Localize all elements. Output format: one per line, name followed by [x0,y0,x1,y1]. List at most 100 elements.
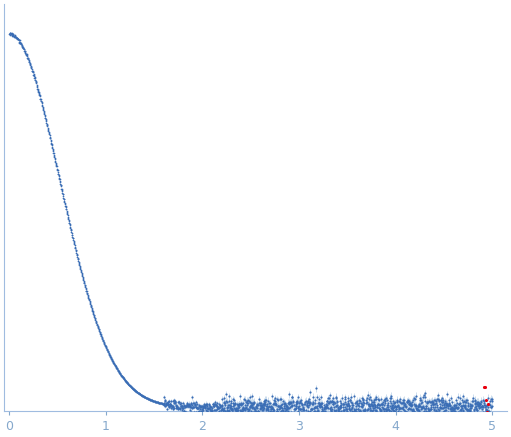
Point [484,410,493,417]
Point [6,30,14,37]
Point [109,358,117,365]
Point [444,409,452,416]
Point [285,400,293,407]
Point [220,395,228,402]
Point [253,401,261,408]
Point [346,399,355,406]
Point [18,43,27,50]
Point [137,392,146,399]
Point [279,406,287,413]
Point [374,409,382,416]
Point [453,409,461,416]
Point [55,173,63,180]
Point [167,402,175,409]
Point [256,405,264,412]
Point [144,395,152,402]
Point [315,395,323,402]
Point [159,400,168,407]
Point [69,238,78,245]
Point [187,409,195,416]
Point [208,400,217,407]
Point [47,140,55,147]
Point [287,394,295,401]
Point [221,416,229,423]
Point [453,409,461,416]
Point [461,401,469,408]
Point [337,399,345,406]
Point [115,369,124,376]
Point [106,352,114,359]
Point [189,403,197,410]
Point [428,399,436,406]
Point [6,30,14,37]
Point [107,354,115,361]
Point [206,407,215,414]
Point [352,411,360,418]
Point [208,407,216,414]
Point [288,413,296,420]
Point [14,35,22,42]
Point [119,375,127,382]
Point [403,399,411,406]
Point [415,402,423,409]
Point [81,282,89,289]
Point [370,407,379,414]
Point [135,390,143,397]
Point [67,227,75,234]
Point [198,406,206,413]
Point [415,406,423,413]
Point [268,405,276,412]
Point [452,413,460,420]
Point [256,404,264,411]
Point [169,402,177,409]
Point [162,401,170,408]
Point [222,409,230,416]
Point [56,175,64,182]
Point [378,401,386,408]
Point [96,330,104,337]
Point [134,389,143,396]
Point [445,396,453,403]
Point [412,402,421,409]
Point [166,402,174,409]
Point [288,402,296,409]
Point [154,399,162,406]
Point [473,406,481,413]
Point [350,407,358,414]
Point [377,407,385,414]
Point [343,407,351,414]
Point [262,396,270,403]
Point [97,332,105,339]
Point [452,404,460,411]
Point [428,411,436,418]
Point [225,415,234,422]
Point [179,404,188,411]
Point [344,399,352,406]
Point [331,400,339,407]
Point [434,396,442,403]
Point [37,97,45,104]
Point [363,394,371,401]
Point [148,397,156,404]
Point [248,401,256,408]
Point [89,311,98,318]
Point [477,399,485,406]
Point [43,122,51,129]
Point [423,399,431,406]
Point [18,42,26,49]
Point [339,400,347,407]
Point [461,403,470,410]
Point [239,407,247,414]
Point [310,405,318,412]
Point [474,402,482,409]
Point [154,399,162,406]
Point [407,405,415,412]
Point [153,399,161,406]
Point [247,399,255,406]
Point [437,409,445,416]
Point [181,404,189,411]
Point [326,406,334,413]
Point [400,406,408,413]
Point [207,405,216,412]
Point [244,406,252,413]
